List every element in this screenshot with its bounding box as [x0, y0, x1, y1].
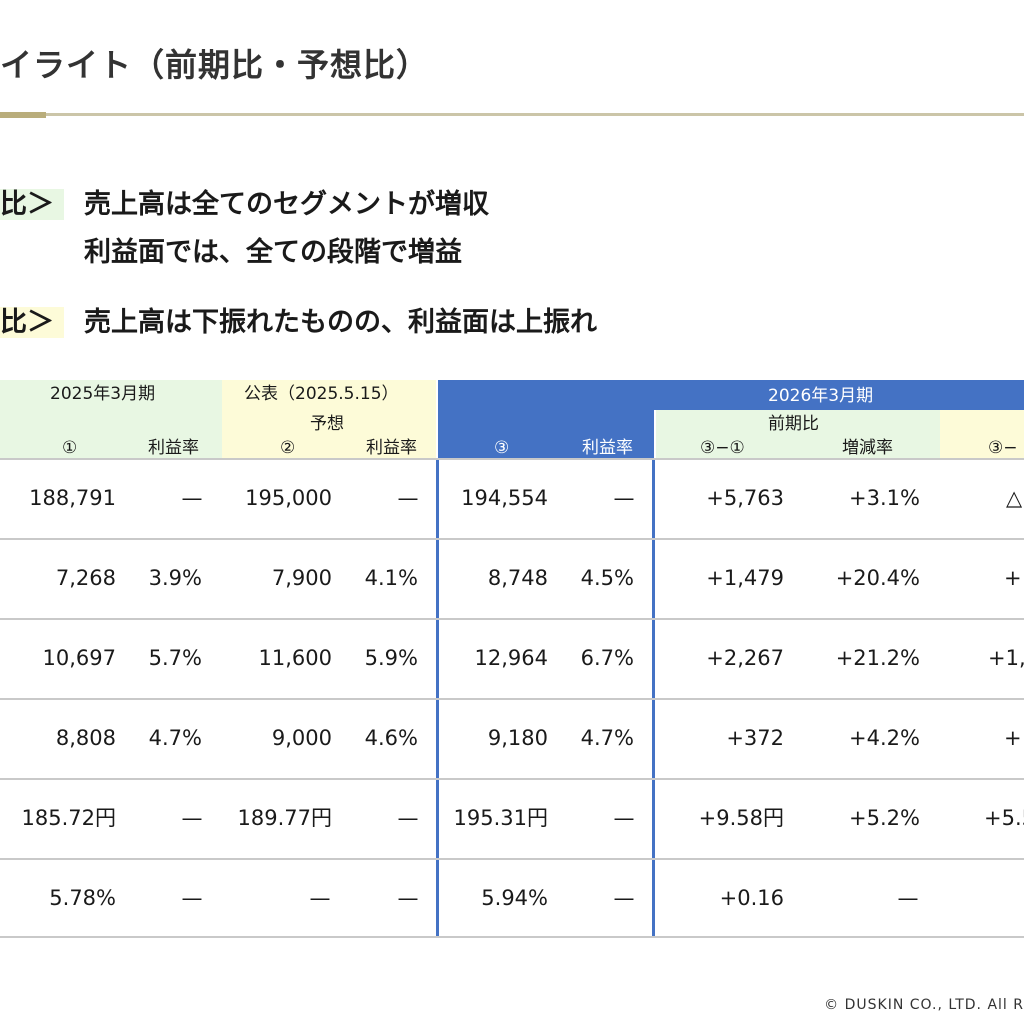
cell-r3-c1: 10,697 — [42, 646, 116, 670]
cell-r6-c3: 5.94% — [481, 886, 548, 910]
copyright-footer: © DUSKIN CO., LTD. All R — [824, 997, 1024, 1013]
cell-r3-c3-rate: 6.7% — [580, 646, 634, 670]
cell-r2-c3-rate: 4.5% — [580, 566, 634, 590]
cell-r1-c1-rate: — — [181, 486, 203, 510]
cell-r4-d1-rate: +4.2% — [849, 726, 920, 750]
point-1-text-2: 利益面では、全ての段階で増益 — [84, 237, 462, 268]
cell-r4-d2: + — [1004, 726, 1022, 750]
cell-r2-c2-rate: 4.1% — [364, 566, 418, 590]
title-underline — [0, 113, 1024, 116]
cell-r4-c2-rate: 4.6% — [364, 726, 418, 750]
cell-r4-c1: 8,808 — [55, 726, 116, 750]
cell-r2-d1: +1,479 — [706, 566, 784, 590]
cell-r5-c2: 189.77円 — [237, 806, 332, 830]
row-divider — [0, 936, 1024, 938]
header-bg-prev — [0, 380, 222, 458]
header-forecast-label: 予想 — [310, 414, 344, 434]
cell-r5-c3-rate: — — [613, 806, 635, 830]
point-1-text-1: 売上高は全てのセグメントが増収 — [84, 189, 489, 220]
cell-r5-d1-rate: +5.2% — [849, 806, 920, 830]
cell-r5-c2-rate: — — [397, 806, 419, 830]
point-2-line-1: 比＞ 売上高は下振れたものの、利益面は上振れ — [0, 300, 597, 339]
cell-r1-d2: △ — [1006, 486, 1023, 510]
results-table: 2025年3月期 公表（2025.5.15） 予想 2026年3月期 前期比 ①… — [0, 380, 1024, 940]
cell-r2-c1-rate: 3.9% — [148, 566, 202, 590]
cell-r3-d1: +2,267 — [706, 646, 784, 670]
row-divider — [0, 698, 1024, 700]
header-bg-current — [438, 380, 1024, 410]
header-bg-yoy — [656, 410, 940, 458]
cell-r6-c3-rate: — — [613, 886, 635, 910]
point-2-text-1: 売上高は下振れたものの、利益面は上振れ — [84, 307, 597, 338]
row-divider — [0, 538, 1024, 540]
cell-r1-c2: 195,000 — [245, 486, 332, 510]
cell-r5-c1-rate: — — [181, 806, 203, 830]
header-bg-vs-forecast — [940, 410, 1024, 458]
point-2-tag: 比＞ — [0, 307, 64, 338]
page-title: イライト（前期比・予想比） — [0, 46, 430, 84]
cell-r5-c3: 195.31円 — [453, 806, 548, 830]
cell-r6-c1-rate: — — [181, 886, 203, 910]
cell-r6-d1-rate: — — [897, 886, 919, 910]
header-col-2: ② — [280, 438, 296, 458]
cell-r1-d1: +5,763 — [706, 486, 784, 510]
cell-r2-c3: 8,748 — [487, 566, 548, 590]
header-col-diff1-rate: 増減率 — [842, 438, 893, 458]
row-divider — [0, 618, 1024, 620]
cell-r5-c1: 185.72円 — [21, 806, 116, 830]
header-col-2-rate: 利益率 — [366, 438, 417, 458]
header-forecast-announce: 公表（2025.5.15） — [244, 384, 399, 404]
cell-r2-d2: + — [1004, 566, 1022, 590]
cell-r1-d1-rate: +3.1% — [849, 486, 920, 510]
header-col-diff2: ③− — [988, 438, 1018, 458]
row-divider — [0, 458, 1024, 460]
cell-r6-c2-rate: — — [397, 886, 419, 910]
header-yoy-group: 前期比 — [768, 414, 819, 434]
cell-r2-c2: 7,900 — [271, 566, 332, 590]
cell-r1-c2-rate: — — [397, 486, 419, 510]
cell-r3-c1-rate: 5.7% — [148, 646, 202, 670]
header-prev-period: 2025年3月期 — [50, 384, 156, 404]
cell-r3-c2: 11,600 — [258, 646, 332, 670]
row-divider — [0, 858, 1024, 860]
cell-r3-d1-rate: +21.2% — [835, 646, 920, 670]
cell-r5-d1: +9.58円 — [698, 806, 784, 830]
cell-r6-c2: — — [309, 886, 331, 910]
cell-r5-d2: +5.5 — [984, 806, 1024, 830]
header-col-3-rate: 利益率 — [582, 438, 633, 458]
header-bg-current-cols — [438, 410, 654, 458]
cell-r1-c3: 194,554 — [461, 486, 548, 510]
header-col-1-rate: 利益率 — [148, 438, 199, 458]
cell-r4-c1-rate: 4.7% — [148, 726, 202, 750]
cell-r4-c3: 9,180 — [487, 726, 548, 750]
cell-r6-c1: 5.78% — [49, 886, 116, 910]
cell-r3-d2: +1, — [988, 646, 1024, 670]
header-current-period: 2026年3月期 — [768, 386, 874, 406]
cell-r4-c2: 9,000 — [271, 726, 332, 750]
cell-r4-d1: +372 — [726, 726, 784, 750]
title-underline-accent — [0, 112, 46, 118]
point-1-tag: 比＞ — [0, 189, 64, 220]
header-col-3: ③ — [494, 438, 510, 458]
cell-r4-c3-rate: 4.7% — [580, 726, 634, 750]
header-bg-forecast — [222, 380, 436, 458]
cell-r1-c3-rate: — — [613, 486, 635, 510]
cell-r3-c2-rate: 5.9% — [364, 646, 418, 670]
cell-r6-d1: +0.16 — [719, 886, 784, 910]
cell-r1-c1: 188,791 — [29, 486, 116, 510]
header-col-1: ① — [62, 438, 78, 458]
cell-r2-c1: 7,268 — [55, 566, 116, 590]
cell-r2-d1-rate: +20.4% — [835, 566, 920, 590]
cell-r3-c3: 12,964 — [474, 646, 548, 670]
header-col-diff1: ③−① — [700, 438, 745, 458]
row-divider — [0, 778, 1024, 780]
point-1-line-1: 比＞ 売上高は全てのセグメントが増収 — [0, 182, 489, 221]
